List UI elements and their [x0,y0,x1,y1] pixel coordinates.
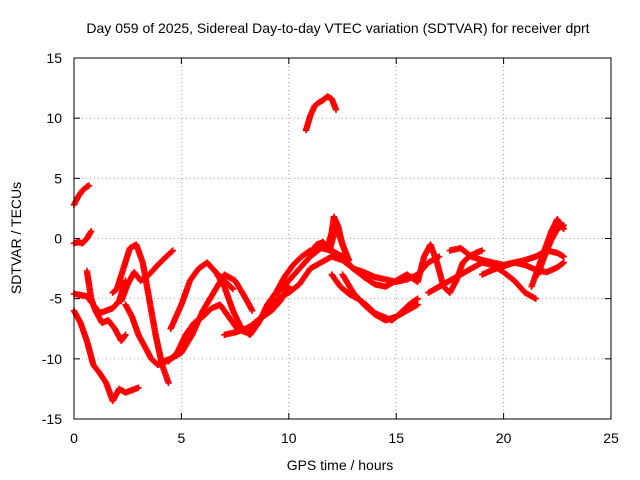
data-point [135,384,142,391]
data-point [345,256,353,264]
data-point [560,253,567,260]
series-arc-b [70,228,95,247]
data-point [478,247,486,254]
series-layer [70,93,567,405]
data-point [229,285,237,293]
y-tick-label: -5 [50,291,63,307]
data-point [532,295,540,302]
series-arc-l [212,247,314,338]
data-point [169,247,177,254]
series-arc-q [324,213,350,260]
y-tick-label: 0 [54,231,62,247]
data-point [122,331,129,338]
series-arc-a [70,182,93,209]
data-point [413,296,420,303]
y-tick-label: 10 [46,110,62,126]
y-axis-title: SDTVAR / TECUs [8,182,24,294]
series-arc-i [156,271,256,366]
data-point [559,260,566,267]
x-tick-label: 0 [70,430,78,446]
data-point [165,379,172,387]
series-arc-o [302,93,340,134]
data-point [560,259,567,266]
y-tick-label: -15 [42,411,62,427]
series-arc-z [534,222,567,278]
data-point [249,307,256,314]
series-arc-c [70,307,142,405]
data-point [343,253,350,260]
series-arc-m [221,253,357,338]
series-arc-s [339,271,421,324]
series-arc-g [118,247,177,305]
y-tick-label: 5 [54,170,62,186]
data-point [560,222,567,229]
series-arc-u [414,241,486,296]
y-tick-label: -10 [42,351,62,367]
chart-title: Day 059 of 2025, Sidereal Day-to-day VTE… [86,20,589,36]
x-tick-label: 20 [496,430,512,446]
x-tick-label: 15 [388,430,404,446]
x-tick-label: 10 [281,430,297,446]
x-tick-label: 25 [603,430,619,446]
ticks: 0 5 10 15 20 25 -15 -10 -5 0 5 10 15 [42,50,619,446]
y-tick-label: 15 [46,50,62,66]
data-point [87,228,95,235]
data-point [85,182,93,189]
x-axis-title: GPS time / hours [287,457,394,473]
data-point [121,332,128,340]
data-point [168,248,175,255]
x-tick-label: 5 [178,430,186,446]
data-point [414,301,421,308]
data-point [414,295,421,302]
data-point [332,106,340,113]
series-arc-e [83,267,129,344]
data-point [228,284,236,292]
